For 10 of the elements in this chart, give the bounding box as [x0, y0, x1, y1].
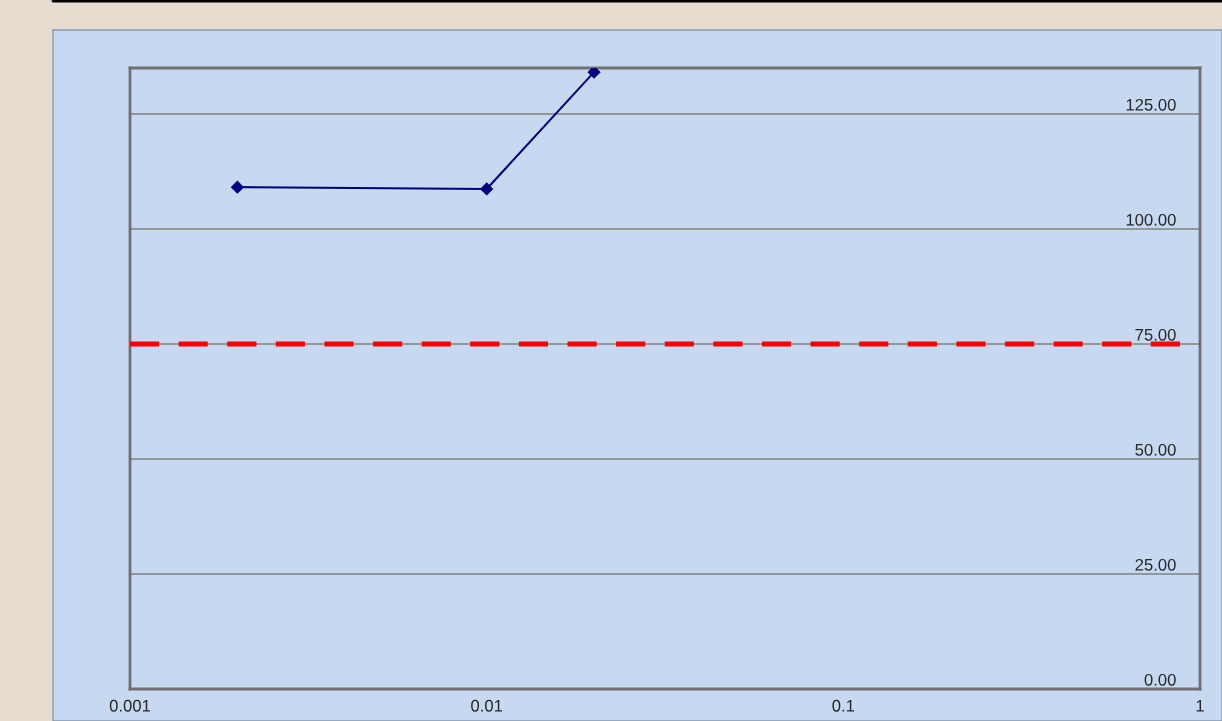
- x-tick-label: 1: [1196, 700, 1204, 712]
- y-tick-label: 100.00: [1126, 213, 1176, 226]
- x-tick-label: 0.01: [471, 699, 503, 712]
- y-tick-label: 125.00: [1126, 98, 1176, 111]
- y-tick-label: 75.00: [1135, 328, 1176, 341]
- y-tick-label: 25.00: [1135, 558, 1176, 571]
- x-tick-label: 0.1: [832, 699, 855, 712]
- y-tick-label: 50.00: [1135, 443, 1176, 456]
- x-tick-label: 0.001: [109, 699, 151, 712]
- y-tick-label: 0.00: [1144, 673, 1176, 686]
